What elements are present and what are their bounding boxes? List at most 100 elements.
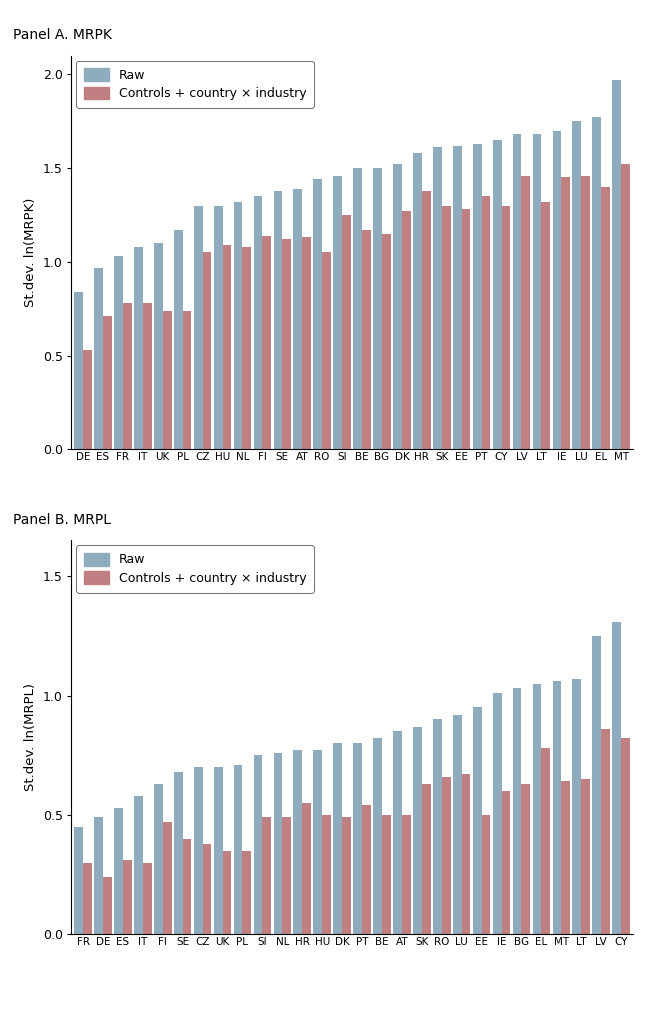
Bar — [293, 750, 302, 934]
Bar — [333, 743, 342, 934]
Bar — [353, 743, 362, 934]
Bar — [302, 237, 311, 449]
Bar — [572, 679, 581, 934]
Bar — [422, 191, 431, 449]
Bar — [203, 843, 211, 934]
Bar — [143, 863, 152, 934]
Bar — [203, 252, 211, 449]
Bar — [282, 817, 291, 934]
Bar — [322, 815, 331, 934]
Bar — [222, 245, 231, 449]
Bar — [362, 805, 371, 934]
Bar — [541, 748, 550, 934]
Bar — [473, 143, 482, 449]
Bar — [293, 189, 302, 449]
Bar — [262, 235, 271, 449]
Bar — [143, 303, 152, 449]
Bar — [513, 134, 521, 449]
Bar — [234, 202, 242, 449]
Bar — [501, 791, 510, 934]
Bar — [222, 850, 231, 934]
Y-axis label: St.dev. ln(MRPK): St.dev. ln(MRPK) — [24, 198, 37, 307]
Bar — [473, 707, 482, 934]
Bar — [402, 815, 411, 934]
Bar — [533, 684, 541, 934]
Bar — [342, 817, 351, 934]
Bar — [322, 252, 331, 449]
Bar — [561, 782, 570, 934]
Bar — [194, 768, 203, 934]
Y-axis label: St.dev. ln(MRPL): St.dev. ln(MRPL) — [24, 684, 37, 791]
Bar — [552, 681, 561, 934]
Bar — [273, 752, 282, 934]
Bar — [342, 215, 351, 449]
Bar — [601, 729, 610, 934]
Bar — [123, 861, 132, 934]
Bar — [134, 246, 143, 449]
Bar — [612, 621, 621, 934]
Bar — [353, 168, 362, 449]
Bar — [513, 689, 521, 934]
Bar — [422, 784, 431, 934]
Bar — [183, 838, 191, 934]
Bar — [114, 808, 123, 934]
Bar — [382, 815, 391, 934]
Bar — [393, 731, 402, 934]
Bar — [174, 230, 183, 449]
Bar — [83, 350, 92, 449]
Bar — [302, 803, 311, 934]
Bar — [333, 176, 342, 449]
Bar — [541, 202, 550, 449]
Bar — [94, 268, 103, 449]
Bar — [402, 211, 411, 449]
Bar — [373, 738, 382, 934]
Text: Panel A. MRPK: Panel A. MRPK — [13, 28, 112, 42]
Bar — [462, 775, 470, 934]
Bar — [552, 130, 561, 449]
Bar — [273, 191, 282, 449]
Bar — [74, 292, 83, 449]
Bar — [123, 303, 132, 449]
Bar — [482, 815, 490, 934]
Bar — [174, 772, 183, 934]
Bar — [592, 636, 601, 934]
Bar — [581, 176, 590, 449]
Bar — [521, 176, 530, 449]
Bar — [94, 817, 103, 934]
Bar — [453, 715, 462, 934]
Bar — [163, 822, 171, 934]
Text: Panel B. MRPL: Panel B. MRPL — [13, 513, 111, 527]
Bar — [413, 726, 422, 934]
Bar — [103, 316, 112, 449]
Bar — [592, 117, 601, 449]
Bar — [462, 209, 470, 449]
Bar — [313, 180, 322, 449]
Bar — [601, 187, 610, 449]
Bar — [103, 877, 112, 934]
Bar — [262, 817, 271, 934]
Bar — [442, 206, 450, 449]
Legend: Raw, Controls + country × industry: Raw, Controls + country × industry — [76, 545, 314, 593]
Bar — [413, 154, 422, 449]
Bar — [214, 768, 222, 934]
Bar — [183, 311, 191, 449]
Bar — [83, 863, 92, 934]
Bar — [242, 246, 251, 449]
Bar — [362, 230, 371, 449]
Bar — [194, 206, 203, 449]
Bar — [214, 206, 222, 449]
Legend: Raw, Controls + country × industry: Raw, Controls + country × industry — [76, 61, 314, 108]
Bar — [313, 750, 322, 934]
Bar — [393, 165, 402, 449]
Bar — [442, 777, 450, 934]
Bar — [433, 147, 442, 449]
Bar — [533, 134, 541, 449]
Bar — [612, 80, 621, 449]
Bar — [453, 145, 462, 449]
Bar — [621, 165, 630, 449]
Bar — [581, 779, 590, 934]
Bar — [501, 206, 510, 449]
Bar — [134, 796, 143, 934]
Bar — [154, 243, 163, 449]
Bar — [242, 850, 251, 934]
